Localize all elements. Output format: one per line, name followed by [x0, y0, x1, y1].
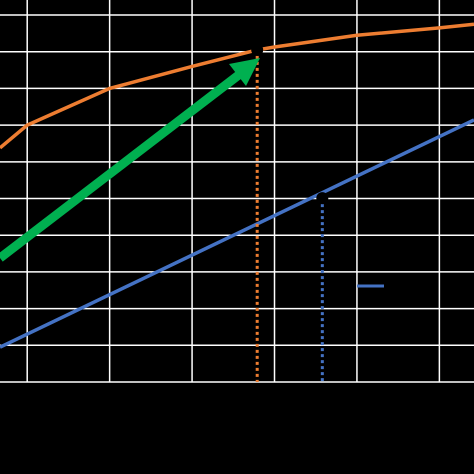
arrow-head — [229, 58, 260, 86]
point-marker — [316, 192, 329, 205]
plot — [0, 22, 474, 382]
series-line — [0, 118, 474, 349]
arrow — [0, 70, 243, 262]
point-marker — [251, 43, 264, 56]
